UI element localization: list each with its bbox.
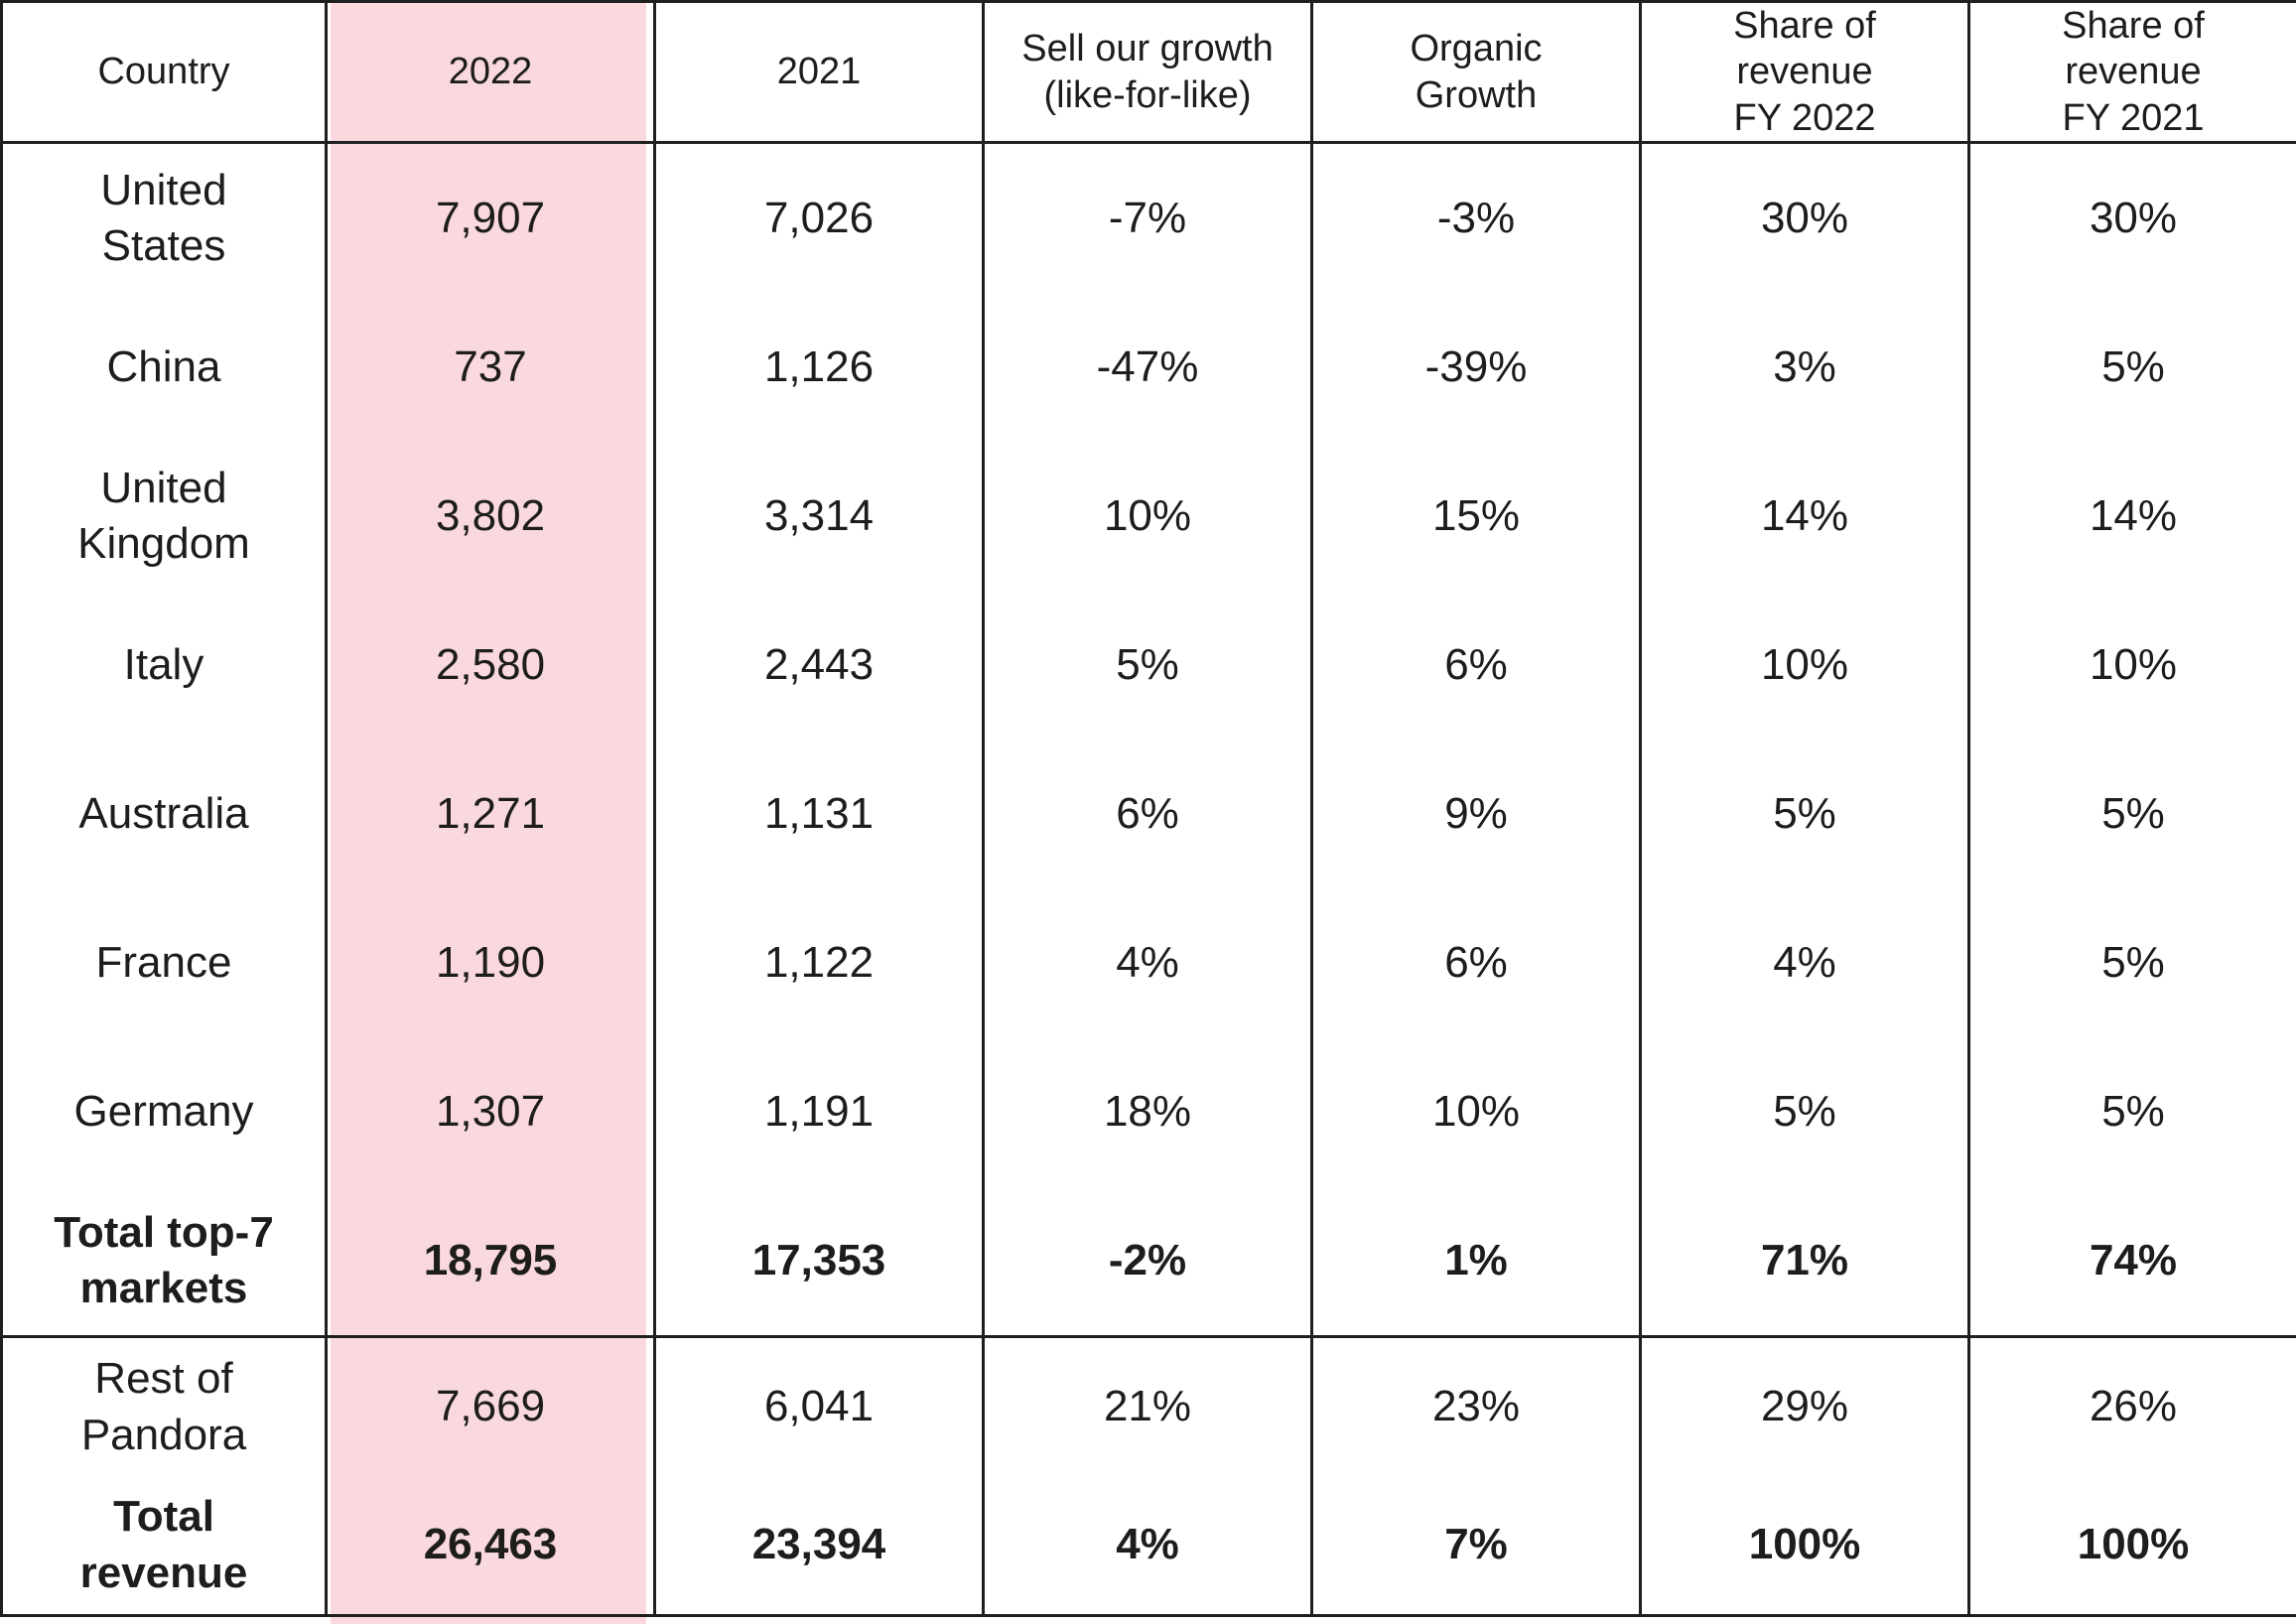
table-cell: 2,580	[325, 591, 655, 741]
table-cell: 10%	[1967, 591, 2296, 741]
column-header-organic-growth: Organic Growth	[1310, 1, 1641, 145]
table-cell: 30%	[1967, 142, 2296, 294]
table-cell: 737	[325, 293, 655, 443]
table-cell: 100%	[1639, 1476, 1969, 1616]
table-cell: -39%	[1310, 293, 1641, 443]
table-cell: 7,669	[325, 1336, 655, 1477]
table-cell: 30%	[1639, 142, 1969, 294]
table-row-italy: Italy 2,580 2,443 5% 6% 10% 10%	[2, 591, 2296, 741]
table-row-united-states: United States 7,907 7,026 -7% -3% 30% 30…	[2, 142, 2296, 294]
table-cell: 6%	[982, 740, 1312, 889]
table-cell: 1,190	[325, 888, 655, 1038]
table-cell: 9%	[1310, 740, 1641, 889]
table-cell: 18,795	[325, 1186, 655, 1339]
table-cell: 10%	[982, 442, 1312, 592]
table-cell: -2%	[982, 1186, 1312, 1339]
table-row-china: China 737 1,126 -47% -39% 3% 5%	[2, 293, 2296, 443]
table-cell: -3%	[1310, 142, 1641, 294]
table-cell: 7,026	[653, 142, 984, 294]
row-label: Italy	[123, 639, 204, 689]
row-label: United States	[100, 165, 227, 271]
row-label: Total revenue	[79, 1492, 248, 1597]
table-cell: 6%	[1310, 591, 1641, 741]
table-cell: 5%	[1967, 740, 2296, 889]
table-cell: 7,907	[325, 142, 655, 294]
table-cell: 2,443	[653, 591, 984, 741]
table-cell: 17,353	[653, 1186, 984, 1339]
row-label: France	[95, 937, 232, 987]
table-cell: 3,314	[653, 442, 984, 592]
row-label: Rest of Pandora	[80, 1354, 247, 1459]
table-row-rest-of-pandora: Rest of Pandora 7,669 6,041 21% 23% 29% …	[2, 1336, 2296, 1477]
table-cell: 4%	[982, 888, 1312, 1038]
table-cell: 10%	[1310, 1037, 1641, 1187]
table-cell: 5%	[1967, 293, 2296, 443]
table-cell: 23,394	[653, 1476, 984, 1616]
table-cell: 15%	[1310, 442, 1641, 592]
table-cell: 1,307	[325, 1037, 655, 1187]
table-cell: 5%	[982, 591, 1312, 741]
table-cell: 10%	[1639, 591, 1969, 741]
row-label: Germany	[73, 1086, 254, 1136]
column-header-share-revenue-fy2021: Share of revenue FY 2021	[1967, 1, 2296, 145]
column-header-2021: 2021	[653, 1, 984, 145]
table-cell: 5%	[1967, 1037, 2296, 1187]
table-cell: 1,271	[325, 740, 655, 889]
table-row-france: France 1,190 1,122 4% 6% 4% 5%	[2, 888, 2296, 1038]
table-cell: 14%	[1639, 442, 1969, 592]
table-row-united-kingdom: United Kingdom 3,802 3,314 10% 15% 14% 1…	[2, 442, 2296, 592]
table-row-germany: Germany 1,307 1,191 18% 10% 5% 5%	[2, 1037, 2296, 1187]
table-cell: 5%	[1639, 1037, 1969, 1187]
table-cell: 26%	[1967, 1336, 2296, 1477]
column-header-2022: 2022	[325, 1, 655, 145]
table-cell: 4%	[982, 1476, 1312, 1616]
table-cell: 1,122	[653, 888, 984, 1038]
table-cell: 1,191	[653, 1037, 984, 1187]
table-cell: 3%	[1639, 293, 1969, 443]
table-cell: 29%	[1639, 1336, 1969, 1477]
column-header-country: Country	[1, 1, 327, 145]
table-cell: 23%	[1310, 1336, 1641, 1477]
table-cell: 1,131	[653, 740, 984, 889]
table-cell: 1,126	[653, 293, 984, 443]
table-cell: 4%	[1639, 888, 1969, 1038]
column-header-share-revenue-fy2022: Share of revenue FY 2022	[1639, 1, 1969, 145]
table-cell: 7%	[1310, 1476, 1641, 1616]
table-row-australia: Australia 1,271 1,131 6% 9% 5% 5%	[2, 740, 2296, 889]
table-cell: 3,802	[325, 442, 655, 592]
table-cell: 1%	[1310, 1186, 1641, 1339]
table-cell: 14%	[1967, 442, 2296, 592]
table-cell: 5%	[1967, 888, 2296, 1038]
table-cell: -47%	[982, 293, 1312, 443]
table-cell: 26,463	[325, 1476, 655, 1616]
row-label: Total top-7 markets	[1, 1186, 327, 1339]
table-cell: -7%	[982, 142, 1312, 294]
table-cell: 21%	[982, 1336, 1312, 1477]
table-cell: 18%	[982, 1037, 1312, 1187]
table-cell: 6,041	[653, 1336, 984, 1477]
table-cell: 5%	[1639, 740, 1969, 889]
row-label: Australia	[78, 788, 249, 838]
table-cell: 6%	[1310, 888, 1641, 1038]
table-row-total-revenue: Total revenue 26,463 23,394 4% 7% 100% 1…	[2, 1476, 2296, 1616]
table-cell: 71%	[1639, 1186, 1969, 1339]
table-cell: 100%	[1967, 1476, 2296, 1616]
column-header-sell-out-growth: Sell our growth (like-for-like)	[982, 1, 1312, 145]
table-cell: 74%	[1967, 1186, 2296, 1339]
row-label: United Kingdom	[77, 463, 250, 569]
table-row-total-top7-markets: Total top-7 markets 18,795 17,353 -2% 1%…	[1, 1186, 2296, 1339]
row-label: China	[106, 341, 221, 391]
header-row: Country 2022 2021 Sell our growth (like-…	[1, 1, 2296, 145]
